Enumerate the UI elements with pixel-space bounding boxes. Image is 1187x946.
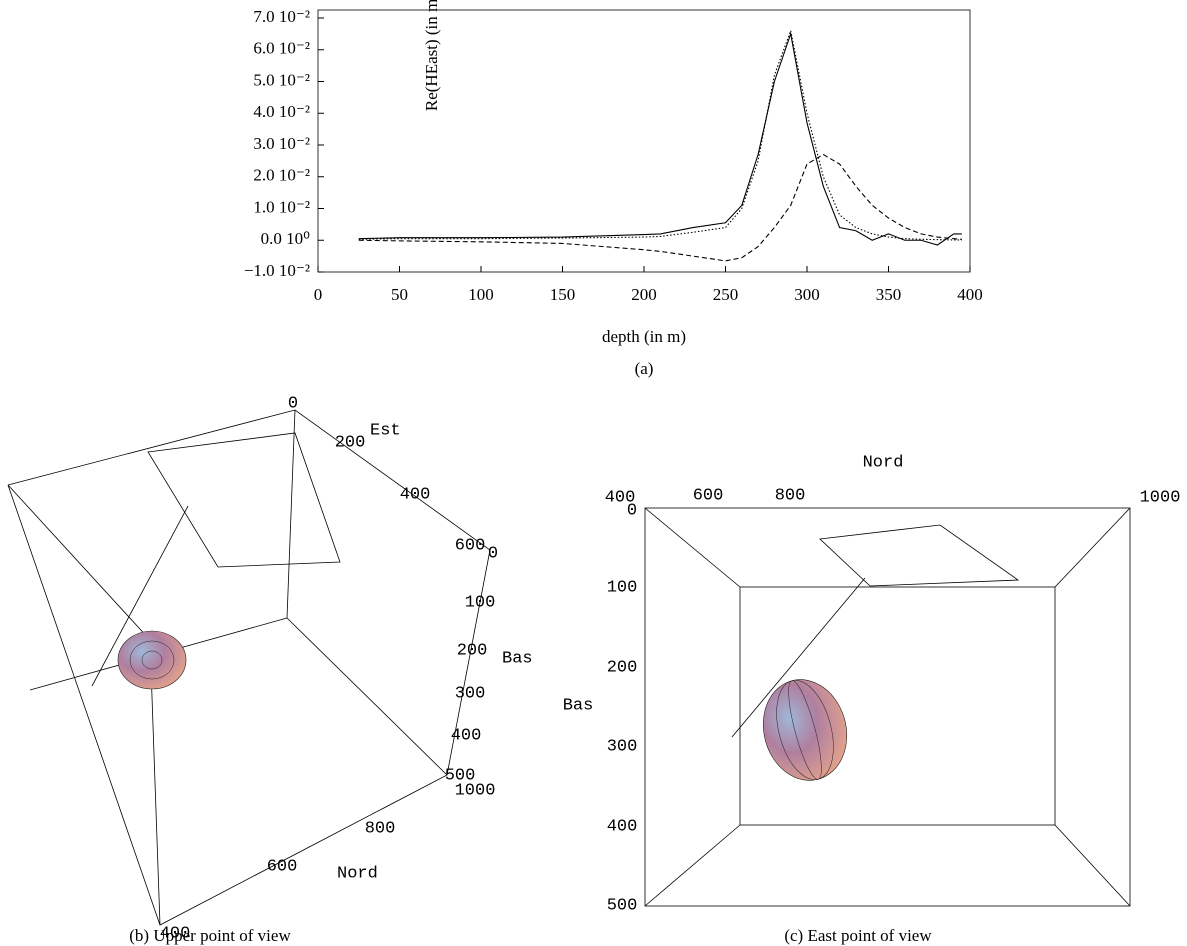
y-tick-label: −1.0 10⁻² <box>244 261 310 280</box>
tick-label: 200 <box>457 641 488 660</box>
series-line <box>358 153 962 262</box>
box-edge <box>739 586 1056 826</box>
x-tick-label: 50 <box>391 285 408 304</box>
borehole <box>91 505 189 687</box>
x-tick-label: 400 <box>957 285 983 304</box>
box-edge <box>286 409 296 619</box>
caption: (c) East point of view <box>784 926 932 945</box>
y-tick-label: 6.0 10⁻² <box>253 39 310 58</box>
tick-label: 400 <box>607 817 638 836</box>
x-tick-label: 100 <box>468 285 494 304</box>
axis-label: Bas <box>502 649 533 668</box>
box-edge <box>1054 824 1131 907</box>
x-tick-label: 300 <box>794 285 820 304</box>
x-tick-label: 250 <box>713 285 739 304</box>
tick-label: 200 <box>335 433 366 452</box>
caption: (b) Upper point of view <box>129 926 291 945</box>
y-tick-label: 3.0 10⁻² <box>253 134 310 153</box>
loop <box>819 524 1020 587</box>
caption: (a) <box>635 359 654 378</box>
tick-label: 800 <box>775 486 806 505</box>
y-axis-label: Re(HEast) (in mA/m) <box>422 0 441 111</box>
tick-label: 400 <box>400 485 431 504</box>
tick-label: 600 <box>455 536 486 555</box>
tick-label: 100 <box>465 593 496 612</box>
x-tick-label: 150 <box>550 285 576 304</box>
axis-label: Nord <box>863 453 904 472</box>
tick-label: 1000 <box>1140 488 1181 507</box>
axis-label: Bas <box>563 696 594 715</box>
tick-label: 600 <box>693 486 724 505</box>
tick-label: 1000 <box>455 781 496 800</box>
tick-label: 400 <box>605 488 636 507</box>
y-tick-label: 7.0 10⁻² <box>253 7 310 26</box>
axis-label: Nord <box>337 864 378 883</box>
box-edge <box>1054 507 1131 588</box>
box-edge <box>644 507 1131 907</box>
series-line <box>358 31 962 246</box>
box-edge <box>644 507 741 588</box>
tick-label: 400 <box>451 726 482 745</box>
y-tick-label: 5.0 10⁻² <box>253 70 310 89</box>
box-edge <box>7 409 491 926</box>
box-edge <box>644 824 741 907</box>
x-tick-label: 0 <box>314 285 323 304</box>
view-c <box>644 507 1131 907</box>
tick-label: 800 <box>365 819 396 838</box>
series-line <box>358 28 962 241</box>
line-chart: −1.0 10⁻² 0.0 10⁰ 1.0 10⁻² 2.0 10⁻² 3.0 10⁻²… <box>244 7 983 304</box>
y-tick-label: 1.0 10⁻² <box>253 197 310 216</box>
ellipsoid-grid <box>141 650 163 670</box>
tick-label: 0 <box>288 394 298 413</box>
borehole <box>731 577 866 738</box>
ellipsoid <box>762 679 848 781</box>
tick-label: 300 <box>455 684 486 703</box>
tick-label: 500 <box>445 766 476 785</box>
y-tick-label: 0.0 10⁰ <box>261 229 311 248</box>
tick-label: 500 <box>607 896 638 915</box>
tick-label: 300 <box>607 737 638 756</box>
tick-label: 0 <box>488 544 498 563</box>
box-edge <box>286 617 448 776</box>
tick-label: 0 <box>627 501 637 520</box>
ellipsoid <box>117 630 187 690</box>
tick-label: 200 <box>607 658 638 677</box>
box-edge <box>7 484 151 641</box>
loop <box>147 432 341 568</box>
tick-label: 400 <box>160 924 191 943</box>
x-axis-label: depth (in m) <box>602 327 686 346</box>
tick-label: 600 <box>267 857 298 876</box>
x-tick-label: 350 <box>876 285 902 304</box>
ellipsoid-grid <box>129 640 175 680</box>
axis-label: Est <box>370 421 401 440</box>
ellipsoid-grid <box>788 680 822 780</box>
y-tick-label: 4.0 10⁻² <box>253 102 310 121</box>
tick-label: 100 <box>607 578 638 597</box>
plot-frame <box>317 9 971 273</box>
y-tick-label: 2.0 10⁻² <box>253 166 310 185</box>
x-tick-label: 200 <box>631 285 657 304</box>
view-b <box>7 409 491 926</box>
